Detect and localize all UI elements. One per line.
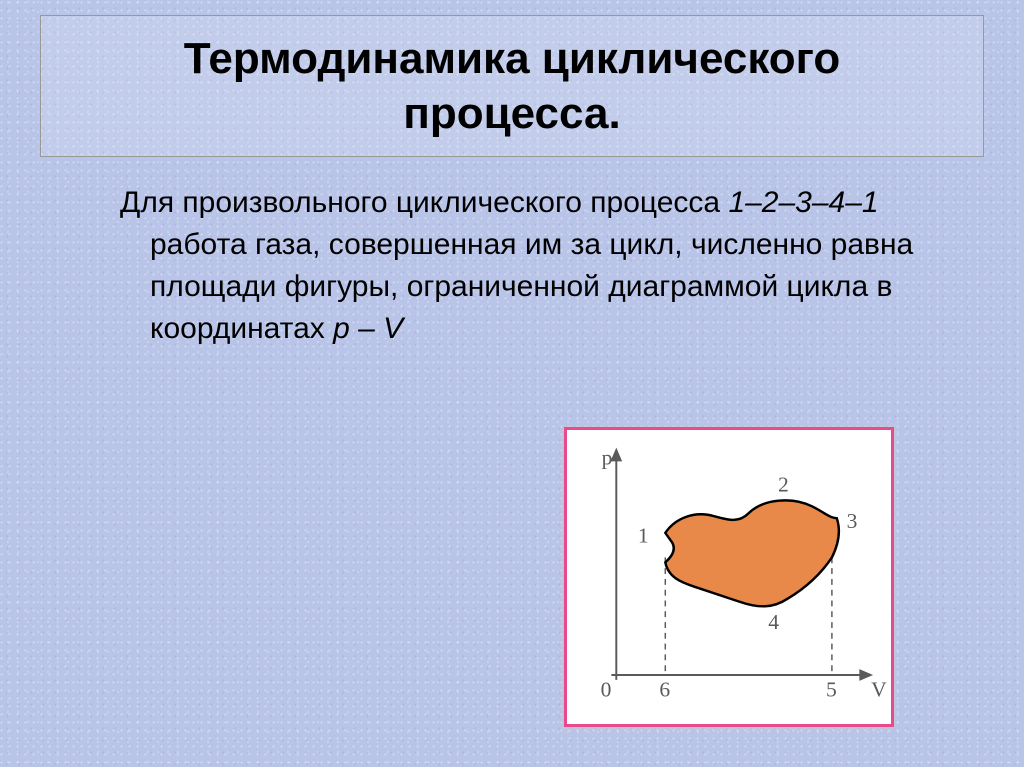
body-part2: работа газа, совершенная им за цикл, чис… <box>150 228 913 345</box>
title-container: Термодинамика циклического процесса. <box>40 15 984 157</box>
slide-background: Термодинамика циклического процесса. Для… <box>0 0 1024 767</box>
pv-diagram: p V 0 6 5 1 2 3 4 <box>564 427 894 727</box>
diagram-svg: p V 0 6 5 1 2 3 4 <box>567 430 891 724</box>
body-coords: p – V <box>333 312 403 345</box>
point-label-2: 2 <box>778 473 789 497</box>
point-label-4: 4 <box>768 610 779 634</box>
slide-title: Термодинамика циклического процесса. <box>71 31 953 141</box>
point-label-3: 3 <box>847 509 858 533</box>
point-label-1: 1 <box>638 524 649 548</box>
cycle-shape <box>665 500 839 606</box>
x-tick-5: 5 <box>826 678 837 702</box>
body-cycle: 1–2–3–4–1 <box>728 186 878 219</box>
y-axis-label: p <box>602 445 613 469</box>
origin-label: 0 <box>601 678 612 702</box>
body-paragraph: Для произвольного циклического процесса … <box>60 182 994 350</box>
body-part1: Для произвольного циклического процесса <box>120 186 728 219</box>
x-axis-label: V <box>871 678 887 702</box>
x-tick-6: 6 <box>659 678 670 702</box>
